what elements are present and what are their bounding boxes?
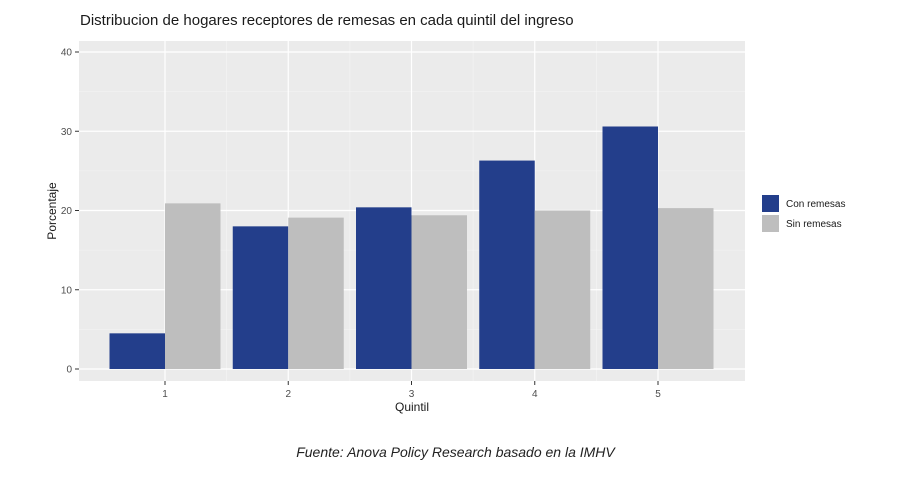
x-tick-label: 1 [162, 389, 168, 400]
bar-sin-remesas [411, 215, 467, 369]
x-tick-label: 2 [285, 389, 291, 400]
bar-con-remesas [109, 333, 165, 369]
source-note: Fuente: Anova Policy Research basado en … [296, 444, 615, 460]
x-tick-label: 3 [409, 389, 415, 400]
y-axis-title: Porcentaje [45, 182, 59, 240]
y-tick-label: 40 [61, 48, 73, 59]
x-tick-label: 4 [532, 389, 538, 400]
x-tick-label: 5 [655, 389, 661, 400]
bar-con-remesas [356, 207, 412, 369]
bars [109, 126, 714, 370]
bar-sin-remesas [165, 203, 221, 369]
y-tick-label: 0 [66, 365, 72, 376]
y-tick-label: 10 [61, 285, 73, 296]
x-axis-title: Quintil [395, 400, 429, 414]
x-axis: 1 2 3 4 5 [162, 381, 661, 400]
legend-label: Sin remesas [786, 219, 842, 230]
bar-sin-remesas [288, 217, 344, 369]
legend-key [762, 215, 779, 232]
legend-key [762, 195, 779, 212]
y-tick-label: 30 [61, 127, 73, 138]
bar-con-remesas [479, 160, 535, 369]
chart-title: Distribucion de hogares receptores de re… [80, 12, 574, 29]
legend-label: Con remesas [786, 199, 845, 210]
y-tick-label: 20 [61, 206, 73, 217]
legend: Con remesas Sin remesas [762, 195, 845, 232]
bar-sin-remesas [534, 210, 591, 369]
bar-con-remesas [602, 126, 658, 370]
y-axis: 0 10 20 30 40 [61, 48, 79, 376]
bar-con-remesas [232, 226, 289, 369]
chart: Distribucion de hogares receptores de re… [45, 12, 845, 414]
bar-sin-remesas [658, 208, 714, 369]
